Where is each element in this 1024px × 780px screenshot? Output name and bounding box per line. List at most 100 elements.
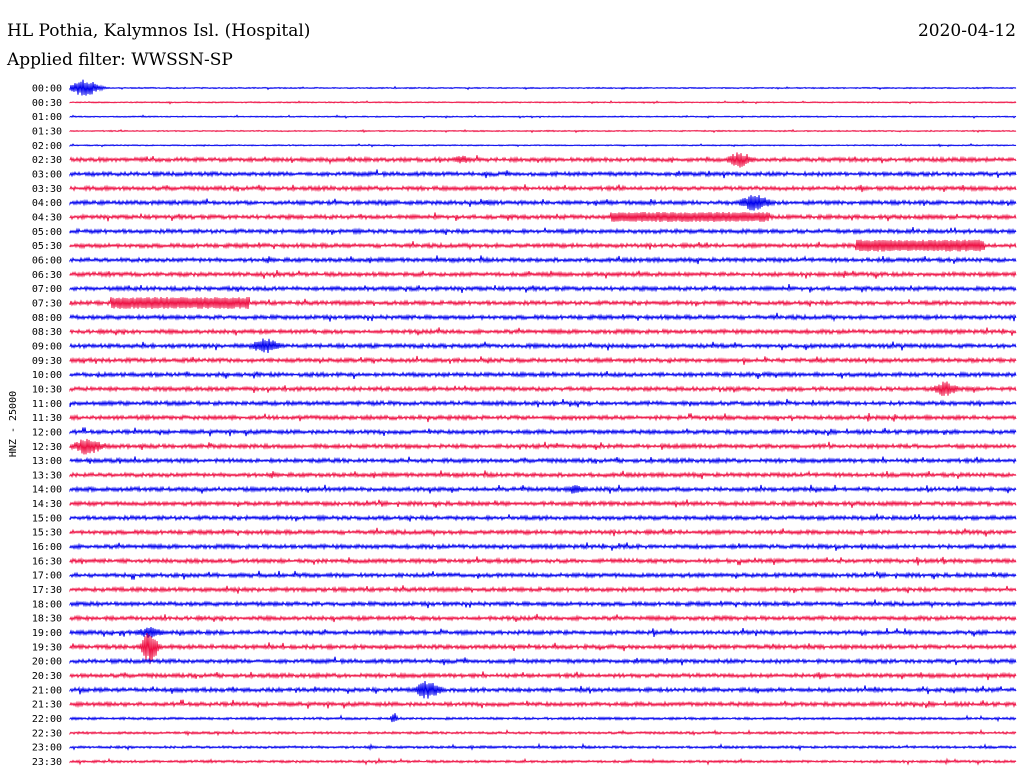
traces (69, 79, 1017, 766)
trace-1100 (69, 398, 1017, 408)
row-label-0300: 03:00 (32, 169, 62, 180)
trace-0000 (69, 79, 1017, 96)
trace-2200 (69, 713, 1017, 723)
trace-1900 (69, 626, 1017, 638)
row-label-1100: 11:00 (32, 399, 62, 410)
trace-1000 (69, 370, 1017, 380)
row-label-2330: 23:30 (32, 757, 62, 768)
trace-0200 (69, 143, 1017, 148)
trace-1500 (69, 513, 1017, 522)
row-label-0730: 07:30 (32, 298, 62, 309)
y-axis-label: HNZ - 25000 (8, 391, 19, 457)
row-label-2100: 21:00 (32, 685, 62, 696)
row-label-0000: 00:00 (32, 84, 62, 95)
trace-0900 (69, 338, 1017, 354)
trace-0700 (69, 284, 1017, 293)
trace-1600 (69, 542, 1017, 551)
row-label-2230: 22:30 (32, 728, 62, 739)
trace-1030 (69, 381, 1017, 396)
trace-1930 (69, 632, 1017, 665)
trace-2100 (69, 680, 1017, 699)
row-label-1800: 18:00 (32, 599, 62, 610)
date-label: 2020-04-12 (917, 21, 1016, 41)
trace-0430 (69, 211, 1017, 222)
trace-2330 (69, 757, 1017, 766)
trace-0600 (69, 255, 1017, 265)
row-label-1730: 17:30 (32, 585, 62, 596)
trace-1430 (69, 499, 1017, 508)
row-label-1700: 17:00 (32, 571, 62, 582)
trace-0130 (69, 128, 1017, 134)
row-label-0400: 04:00 (32, 198, 62, 209)
trace-0300 (69, 169, 1017, 179)
trace-1730 (69, 585, 1017, 594)
row-label-1930: 19:30 (32, 642, 62, 653)
row-label-0930: 09:30 (32, 356, 62, 367)
trace-1330 (69, 470, 1017, 480)
row-label-0830: 08:30 (32, 327, 62, 338)
row-label-0800: 08:00 (32, 313, 62, 324)
row-label-1830: 18:30 (32, 614, 62, 625)
trace-2300 (69, 742, 1017, 752)
row-label-1130: 11:30 (32, 413, 62, 424)
trace-0730 (69, 296, 1017, 309)
row-label-1300: 13:00 (32, 456, 62, 467)
station-title: HL Pothia, Kalymnos Isl. (Hospital) (7, 21, 311, 41)
trace-0330 (69, 184, 1017, 193)
trace-2000 (69, 656, 1017, 666)
trace-1630 (69, 556, 1017, 566)
trace-1300 (69, 456, 1017, 465)
row-label-1900: 19:00 (32, 628, 62, 639)
row-label-0200: 02:00 (32, 141, 62, 152)
row-label-2030: 20:30 (32, 671, 62, 682)
trace-1230 (69, 438, 1017, 455)
trace-1130 (69, 413, 1017, 423)
trace-0630 (69, 270, 1017, 279)
row-label-1400: 14:00 (32, 485, 62, 496)
trace-0530 (69, 239, 1017, 252)
row-label-1600: 16:00 (32, 542, 62, 553)
trace-1530 (69, 527, 1017, 538)
row-label-0430: 04:30 (32, 212, 62, 223)
row-label-2200: 22:00 (32, 714, 62, 725)
row-label-0230: 02:30 (32, 155, 62, 166)
trace-0400 (69, 195, 1017, 211)
trace-0030 (69, 99, 1017, 105)
trace-0230 (69, 152, 1017, 168)
row-label-0630: 06:30 (32, 270, 62, 281)
y-axis-label-group: HNZ - 25000 (8, 391, 19, 457)
row-label-1000: 10:00 (32, 370, 62, 381)
row-label-1630: 16:30 (32, 556, 62, 567)
row-label-1330: 13:30 (32, 470, 62, 481)
trace-1400 (69, 484, 1017, 494)
trace-0500 (69, 227, 1017, 236)
trace-0800 (69, 312, 1017, 323)
row-label-0700: 07:00 (32, 284, 62, 295)
row-label-0030: 00:30 (32, 98, 62, 109)
row-label-1230: 12:30 (32, 442, 62, 453)
row-label-0100: 01:00 (32, 112, 62, 123)
row-label-1030: 10:30 (32, 384, 62, 395)
row-labels: 00:00 00:30 01:00 01:30 02:00 02:30 03:00 03:30… (32, 84, 62, 769)
row-label-0130: 01:30 (32, 126, 62, 137)
trace-0830 (69, 327, 1017, 336)
row-label-0530: 05:30 (32, 241, 62, 252)
trace-2130 (69, 699, 1017, 709)
row-label-2000: 20:00 (32, 657, 62, 668)
row-label-1200: 12:00 (32, 427, 62, 438)
trace-2030 (69, 671, 1017, 681)
trace-0930 (69, 355, 1017, 365)
row-label-2300: 23:00 (32, 743, 62, 754)
row-label-0330: 03:30 (32, 184, 62, 195)
row-label-1430: 14:30 (32, 499, 62, 510)
row-label-1530: 15:30 (32, 528, 62, 539)
trace-0100 (69, 114, 1017, 119)
trace-1700 (69, 570, 1017, 580)
row-label-1500: 15:00 (32, 513, 62, 524)
trace-1200 (69, 427, 1017, 437)
trace-2230 (69, 728, 1017, 737)
trace-1830 (69, 613, 1017, 623)
row-label-0600: 06:00 (32, 255, 62, 266)
filter-label: Applied filter: WWSSN-SP (7, 50, 233, 70)
